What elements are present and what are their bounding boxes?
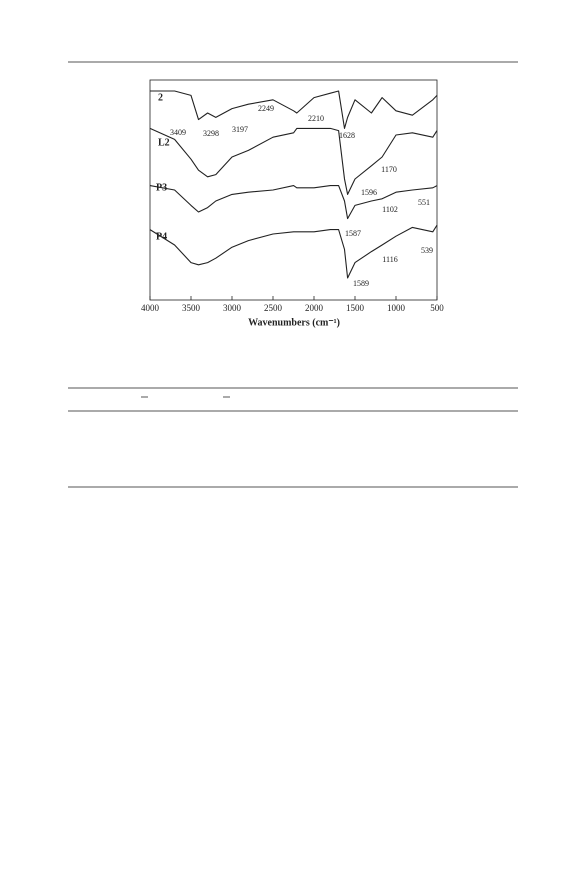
x-tick-label: 1000 (387, 303, 406, 313)
x-tick-label: 2500 (264, 303, 283, 313)
peak-label: 1589 (353, 279, 369, 288)
spectrum-line (150, 90, 438, 129)
x-tick-label: 500 (430, 303, 444, 313)
spectrum-line (149, 127, 438, 195)
spectrum-line (149, 185, 438, 220)
peak-label: 3298 (203, 129, 219, 138)
series-label: L2 (158, 137, 170, 148)
peak-label: 539 (421, 246, 433, 255)
peak-label: 551 (418, 198, 430, 207)
spectrum-line (149, 224, 438, 279)
peak-label: 1102 (382, 205, 398, 214)
x-tick-label: 3000 (223, 303, 242, 313)
series-label: P4 (156, 231, 167, 242)
peak-label: 2249 (258, 104, 274, 113)
x-tick-label: 2000 (305, 303, 324, 313)
x-tick-label: 1500 (346, 303, 365, 313)
peak-label: 1116 (382, 255, 397, 264)
x-tick-label: 4000 (141, 303, 160, 313)
x-tick-label: 3500 (182, 303, 201, 313)
peak-label: 1587 (345, 229, 361, 238)
x-axis-label: Wavenumbers (cm⁻¹) (248, 317, 340, 328)
peak-label: 1628 (339, 131, 355, 140)
peak-label: 3409 (170, 128, 186, 137)
series-label: 2 (158, 92, 163, 103)
series-label: P3 (156, 182, 167, 193)
plot-frame (149, 79, 438, 301)
peak-label: 3197 (232, 125, 248, 134)
peak-label: 2210 (308, 114, 324, 123)
peak-label: 1170 (381, 165, 397, 174)
peak-label: 1596 (361, 188, 377, 197)
